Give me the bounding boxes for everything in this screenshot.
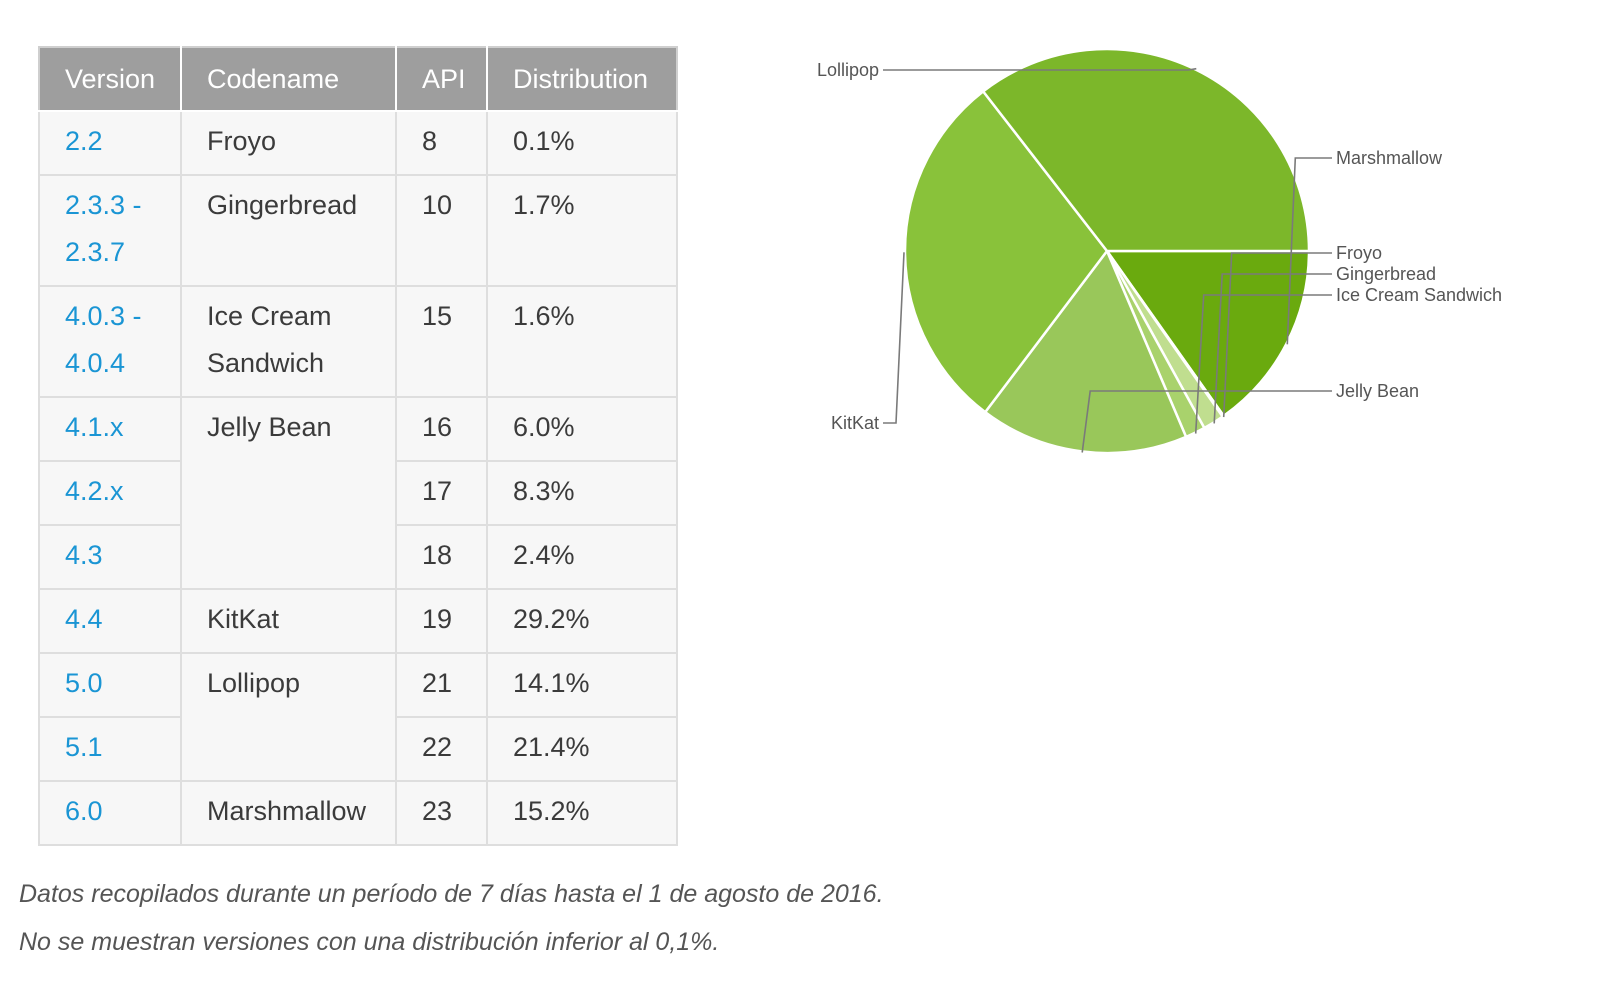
table-row: 4.4 KitKat 19 29.2% — [38, 588, 678, 654]
table-row: 4.1.x Jelly Bean 16 6.0% — [38, 396, 678, 590]
pie-slices — [903, 47, 1311, 455]
caption-min-distribution: No se muestran versiones con una distrib… — [19, 928, 720, 956]
api-cell: 18 — [395, 524, 488, 590]
distribution-cell: 1.6% — [486, 285, 678, 398]
distribution-cell: 15.2% — [486, 780, 678, 846]
pie-label-lollipop: Lollipop — [817, 60, 879, 80]
table-row: 5.1 22 21.4% — [38, 716, 678, 782]
api-cell: 21 — [395, 652, 488, 718]
header-api: API — [395, 46, 488, 112]
header-version: Version — [38, 46, 182, 112]
leader-line-jelly-bean — [1081, 390, 1332, 453]
api-cell: 10 — [395, 174, 488, 287]
codename-cell: KitKat — [180, 588, 397, 654]
pie-leader-lines — [883, 67, 1332, 453]
api-cell: 16 — [395, 396, 488, 462]
header-distribution: Distribution — [486, 46, 678, 112]
distribution-cell: 1.7% — [486, 174, 678, 287]
api-cell: 17 — [395, 460, 488, 526]
version-link[interactable]: 4.1.x — [38, 396, 182, 462]
leader-line-lollipop — [883, 67, 1197, 71]
leader-line-froyo — [1222, 252, 1332, 418]
pie-slice-kitkat — [903, 90, 1109, 414]
pie-label-jelly-bean: Jelly Bean — [1336, 381, 1419, 401]
codename-cell: Gingerbread — [180, 174, 397, 287]
distribution-cell: 21.4% — [486, 716, 678, 782]
version-link[interactable]: 5.1 — [38, 716, 182, 782]
pie-label-marshmallow: Marshmallow — [1336, 148, 1443, 168]
version-link[interactable]: 4.4 — [38, 588, 182, 654]
table-row: 4.0.3 - 4.0.4 Ice Cream Sandwich 15 1.6% — [38, 285, 678, 398]
pie-label-gingerbread: Gingerbread — [1336, 264, 1436, 284]
api-cell: 22 — [395, 716, 488, 782]
table-row: 6.0 Marshmallow 23 15.2% — [38, 780, 678, 846]
distribution-cell: 14.1% — [486, 652, 678, 718]
codename-cell: Ice Cream Sandwich — [180, 285, 397, 398]
distribution-cell: 29.2% — [486, 588, 678, 654]
table-header-row: Version Codename API Distribution — [38, 46, 678, 112]
table-row: 4.3 18 2.4% — [38, 524, 678, 590]
version-link[interactable]: 6.0 — [38, 780, 182, 846]
version-link[interactable]: 2.3.3 - 2.3.7 — [38, 174, 182, 287]
version-link[interactable]: 4.2.x — [38, 460, 182, 526]
pie-label-froyo: Froyo — [1336, 243, 1382, 263]
codename-cell: Lollipop — [180, 652, 397, 782]
api-cell: 23 — [395, 780, 488, 846]
version-link[interactable]: 5.0 — [38, 652, 182, 718]
api-cell: 15 — [395, 285, 488, 398]
distribution-cell: 2.4% — [486, 524, 678, 590]
distribution-cell: 0.1% — [486, 110, 678, 176]
pie-slice-marshmallow — [1105, 249, 1311, 418]
pie-label-kitkat: KitKat — [831, 413, 879, 433]
codename-cell: Froyo — [180, 110, 397, 176]
version-link[interactable]: 2.2 — [38, 110, 182, 176]
codename-cell: Marshmallow — [180, 780, 397, 846]
version-link[interactable]: 4.3 — [38, 524, 182, 590]
distribution-cell: 8.3% — [486, 460, 678, 526]
leader-line-ice-cream-sandwich — [1194, 294, 1332, 434]
distribution-table: Version Codename API Distribution 2.2 Fr… — [38, 46, 678, 846]
table-row: 5.0 Lollipop 21 14.1% — [38, 652, 678, 782]
api-cell: 8 — [395, 110, 488, 176]
api-cell: 19 — [395, 588, 488, 654]
pie-label-ice-cream-sandwich: Ice Cream Sandwich — [1336, 285, 1502, 305]
table-row: 2.3.3 - 2.3.7 Gingerbread 10 1.7% — [38, 174, 678, 287]
pie-slice-lollipop — [981, 47, 1311, 253]
distribution-cell: 6.0% — [486, 396, 678, 462]
header-codename: Codename — [180, 46, 397, 112]
leader-line-marshmallow — [1286, 157, 1332, 345]
version-link[interactable]: 4.0.3 - 4.0.4 — [38, 285, 182, 398]
pie-chart: Marshmallow Froyo Gingerbread Ice Cream San… — [780, 20, 1580, 490]
table-row: 2.2 Froyo 8 0.1% — [38, 110, 678, 176]
codename-cell: Jelly Bean — [180, 396, 397, 590]
leader-line-gingerbread — [1213, 273, 1332, 424]
leader-line-kitkat — [883, 252, 905, 424]
caption-data-period: Datos recopilados durante un período de … — [19, 880, 884, 908]
table-row: 4.2.x 17 8.3% — [38, 460, 678, 526]
